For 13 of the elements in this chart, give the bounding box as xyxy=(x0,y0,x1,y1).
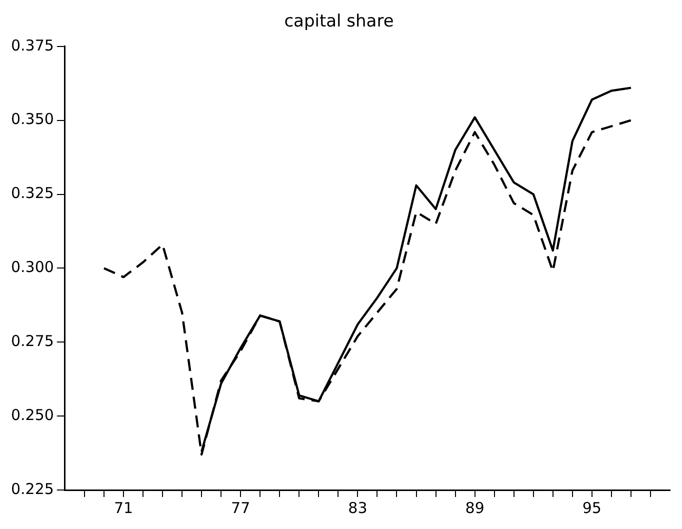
x-tick-label: 77 xyxy=(231,498,250,517)
y-tick-label: 0.275 xyxy=(10,332,54,350)
x-tick-label: 71 xyxy=(114,498,134,517)
chart-title: capital share xyxy=(284,12,394,32)
x-tick-label: 95 xyxy=(582,498,602,517)
y-tick-label: 0.250 xyxy=(10,406,54,424)
y-tick-label: 0.375 xyxy=(10,36,54,54)
y-tick-label: 0.350 xyxy=(10,110,54,128)
x-tick-label: 89 xyxy=(465,498,484,517)
x-tick-label: 83 xyxy=(348,498,368,517)
y-tick-label: 0.225 xyxy=(10,480,54,498)
y-tick-label: 0.300 xyxy=(10,258,54,276)
y-tick-label: 0.325 xyxy=(10,184,54,202)
